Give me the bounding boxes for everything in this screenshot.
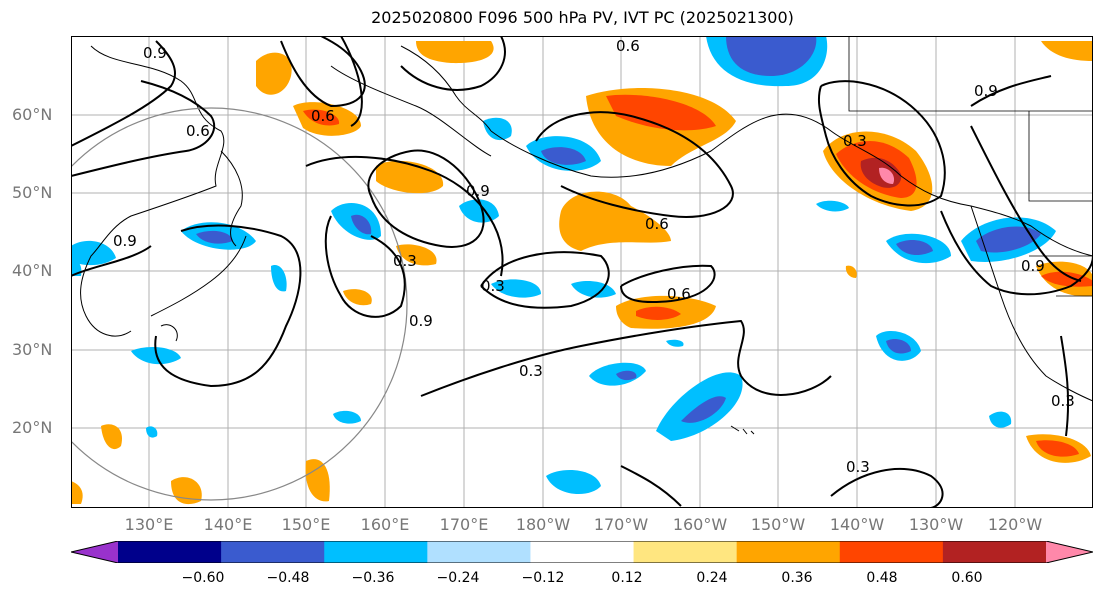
colorbar-tick-label: −0.36: [351, 570, 395, 586]
colorbar-segment: [118, 541, 222, 563]
lon-label: 160°E: [360, 515, 410, 534]
colorbar-tick-label: 0.12: [611, 570, 643, 586]
pv-contours: [71, 36, 1093, 508]
lon-label: 130°W: [908, 515, 964, 534]
contour-label: 0.3: [519, 362, 543, 380]
lon-label: 170°E: [439, 515, 489, 534]
contour-label: 0.9: [409, 312, 433, 330]
lon-label: 140°W: [829, 515, 885, 534]
lon-label: 150°E: [281, 515, 331, 534]
contour-label: 0.3: [393, 252, 417, 270]
colorbar-segment: [839, 541, 944, 563]
lat-label: 20°N: [12, 418, 53, 437]
contour-label: 0.3: [843, 132, 867, 150]
map-panel: 0.9 0.6 0.6 0.6 0.9 0.9 0.3 0.3 0.9 0.3 …: [71, 36, 1093, 508]
contour-label: 0.3: [481, 277, 505, 295]
political-borders: [848, 36, 1093, 297]
lat-label: 30°N: [12, 340, 53, 359]
lon-label: 150°W: [750, 515, 806, 534]
lat-label: 50°N: [12, 183, 53, 202]
lon-label: 160°W: [672, 515, 728, 534]
colorbar-segment: [1046, 541, 1093, 563]
colorbar-segment: [736, 541, 841, 563]
colorbar-segment: [324, 541, 428, 563]
contour-label: 0.9: [466, 182, 490, 200]
graticule: [71, 36, 1093, 508]
colorbar-tick-label: 0.24: [696, 570, 728, 586]
lat-label: 60°N: [12, 105, 53, 124]
lon-label: 130°E: [124, 515, 174, 534]
lon-label: 120°W: [987, 515, 1043, 534]
reference-circle: [71, 107, 408, 501]
contour-label: 0.3: [846, 458, 870, 476]
ivt-shading: [71, 36, 1093, 505]
contour-label: 0.3: [1051, 392, 1075, 410]
colorbar-tick-label: −0.60: [181, 570, 225, 586]
colorbar-tick-label: −0.12: [521, 570, 565, 586]
lon-label: 180°W: [515, 515, 571, 534]
contour-label: 0.9: [1021, 257, 1045, 275]
colorbar-segment: [942, 541, 1047, 563]
colorbar-tick-label: −0.24: [436, 570, 480, 586]
contour-label: 0.6: [667, 285, 691, 303]
contour-label: 0.6: [186, 122, 210, 140]
colorbar-segment: [633, 541, 738, 563]
colorbar-segment: [530, 541, 635, 563]
contour-label: 0.6: [645, 215, 669, 233]
map-canvas: 0.9 0.6 0.6 0.6 0.9 0.9 0.3 0.3 0.9 0.3 …: [71, 36, 1093, 508]
contour-label: 0.9: [974, 82, 998, 100]
contour-labels: 0.9 0.6 0.6 0.6 0.9 0.9 0.3 0.3 0.9 0.3 …: [113, 37, 1075, 476]
lat-label: 40°N: [12, 261, 53, 280]
colorbar-tick-label: 0.36: [781, 570, 813, 586]
colorbar-tick-label: −0.48: [266, 570, 310, 586]
contour-label: 0.6: [616, 37, 640, 55]
coastlines: [80, 45, 1093, 435]
colorbar-segment: [221, 541, 325, 563]
map-title: 2025020800 F096 500 hPa PV, IVT PC (2025…: [371, 8, 794, 27]
contour-label: 0.9: [143, 44, 167, 62]
lon-label: 140°E: [203, 515, 253, 534]
contour-label: 0.6: [311, 107, 335, 125]
contour-label: 0.9: [113, 232, 137, 250]
lon-label: 170°W: [593, 515, 649, 534]
colorbar-tick-label: 0.60: [951, 570, 983, 586]
colorbar-tick-label: 0.48: [866, 570, 898, 586]
colorbar: [71, 541, 1093, 563]
colorbar-segment: [71, 541, 118, 563]
colorbar-segment: [427, 541, 531, 563]
